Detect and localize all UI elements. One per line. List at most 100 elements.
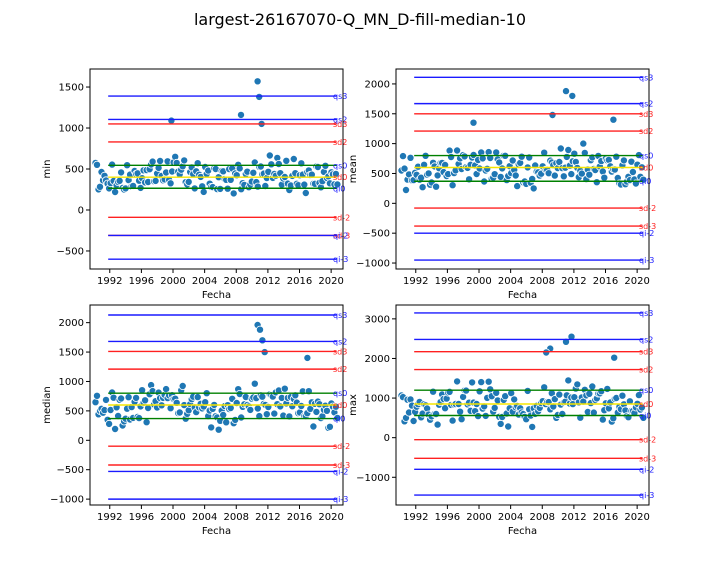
y-tick-label: 1000 — [59, 124, 84, 135]
data-point — [267, 160, 276, 169]
ref-label-qi-3: qi-3 — [639, 256, 654, 265]
data-point — [246, 405, 255, 414]
y-tick-label: 0 — [384, 199, 390, 210]
ref-label-qs2: qs2 — [333, 337, 347, 346]
ref-label-sd0: sd0 — [639, 400, 653, 409]
data-point — [151, 176, 160, 185]
data-point — [609, 414, 618, 423]
data-point — [418, 183, 427, 192]
x-tick-label: 1992 — [403, 512, 428, 523]
data-point — [102, 395, 111, 404]
data-point — [253, 182, 262, 191]
ref-label-qi-3: qi-3 — [333, 255, 348, 264]
data-point — [469, 118, 478, 127]
ref-label-qs3: qs3 — [639, 73, 653, 82]
plot-area — [91, 314, 342, 500]
x-tick-label: 2004 — [192, 512, 217, 523]
data-point — [558, 409, 567, 418]
ref-label-sd-3: sd-3 — [639, 454, 656, 463]
panels: qs3qs2sd3sd2qs0sd0qi0sd-2sd-3qi-2qi-3199… — [42, 68, 656, 537]
data-point — [562, 87, 571, 96]
data-point — [309, 422, 318, 431]
data-point — [301, 188, 310, 197]
x-tick-label: 2020 — [624, 512, 649, 523]
data-point — [201, 398, 210, 407]
data-point — [453, 146, 462, 155]
data-point — [628, 167, 637, 176]
x-tick-label: 1992 — [97, 276, 122, 287]
data-point — [270, 409, 279, 418]
x-tick-label: 2016 — [593, 512, 618, 523]
ref-label-sd-2: sd-2 — [639, 436, 656, 445]
data-point — [280, 384, 289, 393]
data-point — [603, 384, 612, 393]
y-tick-label: 2000 — [365, 354, 390, 365]
data-point — [253, 404, 262, 413]
ref-label-sd3: sd3 — [333, 347, 347, 356]
x-tick-label: 2016 — [287, 512, 312, 523]
y-axis-label: max — [348, 394, 359, 416]
y-tick-label: 2000 — [59, 318, 84, 329]
data-point — [468, 378, 477, 387]
data-point — [111, 187, 120, 196]
x-axis-label: Fecha — [508, 290, 537, 301]
x-tick-label: 2020 — [624, 276, 649, 287]
y-tick-label: 1500 — [59, 348, 84, 359]
data-point — [108, 160, 117, 169]
data-point — [115, 176, 124, 185]
y-tick-label: 500 — [65, 165, 84, 176]
data-point — [237, 413, 246, 422]
data-point — [117, 394, 126, 403]
data-point — [289, 154, 298, 163]
x-tick-label: 2000 — [160, 512, 185, 523]
data-point — [178, 381, 187, 390]
data-point — [540, 148, 549, 157]
data-point — [513, 182, 522, 191]
data-point — [559, 172, 568, 181]
x-tick-label: 1992 — [97, 512, 122, 523]
data-point — [492, 388, 501, 397]
plot-area — [397, 312, 648, 496]
y-tick-label: 0 — [78, 436, 84, 447]
data-point — [249, 168, 258, 177]
data-point — [511, 171, 520, 180]
ref-label-qs3: qs3 — [333, 311, 347, 320]
data-point — [528, 422, 537, 431]
y-tick-label: 500 — [65, 406, 84, 417]
ref-label-qi0: qi0 — [333, 415, 345, 424]
ref-label-qs0: qs0 — [333, 161, 347, 170]
data-point — [573, 380, 582, 389]
y-tick-label: 0 — [78, 205, 84, 216]
data-point — [229, 189, 238, 198]
ref-label-qi0: qi0 — [639, 411, 651, 420]
data-point — [226, 175, 235, 184]
data-point — [523, 386, 532, 395]
x-tick-label: 2004 — [498, 512, 523, 523]
data-point — [555, 390, 564, 399]
data-point — [258, 392, 267, 401]
data-point — [634, 391, 643, 400]
x-tick-label: 2000 — [466, 276, 491, 287]
y-axis-label: median — [42, 386, 53, 424]
chart-panel-max: qs3 qs2 sd3 sd2 qs0 sd0 qi0 sd-2 sd-3 qi-2 qi-3 199… — [348, 304, 656, 537]
data-point — [398, 152, 407, 161]
ref-label-qs0: qs0 — [639, 152, 653, 161]
ref-label-qi-2: qi-2 — [639, 229, 654, 238]
data-point — [333, 180, 342, 189]
ref-label-sd-3: sd-3 — [333, 461, 350, 470]
data-point — [564, 376, 573, 385]
data-point — [508, 156, 517, 165]
data-point — [432, 409, 441, 418]
data-point — [441, 160, 450, 169]
y-tick-label: 0 — [384, 433, 390, 444]
data-point — [93, 391, 102, 400]
x-axis-label: Fecha — [202, 290, 231, 301]
x-tick-label: 1996 — [129, 512, 154, 523]
data-point — [132, 393, 141, 402]
data-point — [598, 415, 607, 424]
data-point — [117, 168, 126, 177]
